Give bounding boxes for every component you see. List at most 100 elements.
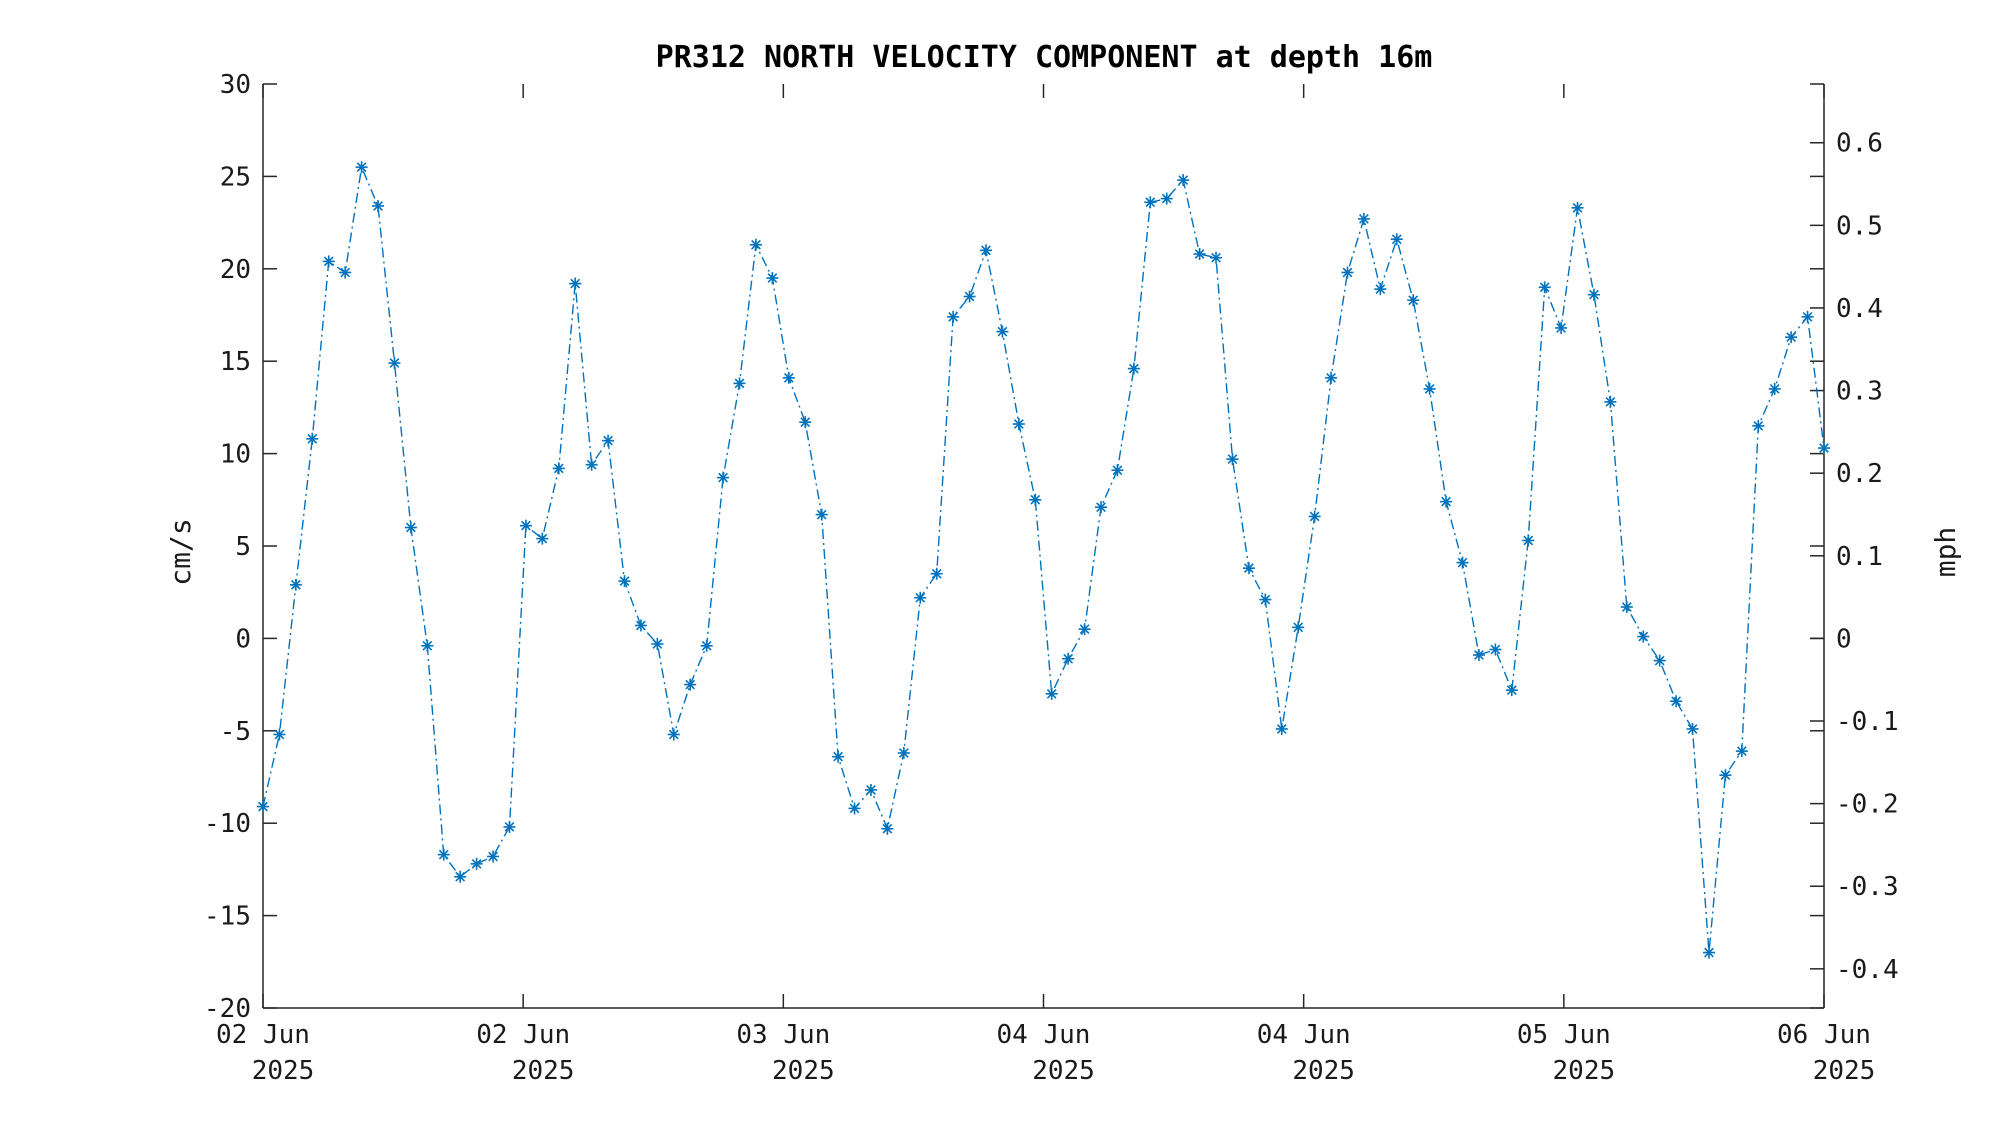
data-point bbox=[1719, 769, 1732, 782]
x-tick-label-year: 2025 bbox=[772, 1056, 835, 1086]
y2-tick-label: 0.6 bbox=[1836, 129, 1883, 159]
y-tick-label: 15 bbox=[220, 347, 251, 377]
data-point bbox=[322, 255, 335, 268]
y-tick-label: -10 bbox=[204, 809, 251, 839]
data-point bbox=[782, 371, 795, 384]
data-point bbox=[1785, 331, 1798, 344]
y2-tick-label: 0.2 bbox=[1836, 459, 1883, 489]
data-point bbox=[1489, 643, 1502, 656]
data-point bbox=[1702, 946, 1715, 959]
axes bbox=[262, 84, 1825, 1009]
data-point bbox=[1111, 464, 1124, 477]
data-point bbox=[470, 857, 483, 870]
data-point bbox=[519, 519, 532, 532]
data-point bbox=[881, 822, 894, 835]
data-point bbox=[1275, 722, 1288, 735]
x-tick-label-day: 02 Jun bbox=[216, 1020, 310, 1050]
data-point bbox=[996, 325, 1009, 338]
data-point bbox=[1653, 654, 1666, 667]
data-point bbox=[306, 432, 319, 445]
data-point bbox=[1144, 196, 1157, 209]
data-point bbox=[766, 272, 779, 285]
y2-axis-label: mph bbox=[1929, 527, 1962, 578]
data-point bbox=[1505, 684, 1518, 697]
y-tick-label: 25 bbox=[220, 162, 251, 192]
data-point bbox=[1357, 212, 1370, 225]
y-tick-label: 5 bbox=[235, 532, 251, 562]
data-point bbox=[815, 508, 828, 521]
data-point bbox=[799, 416, 812, 429]
x-tick-label-year: 2025 bbox=[1813, 1056, 1876, 1086]
data-point bbox=[388, 357, 401, 370]
y-tick-label: 30 bbox=[220, 70, 251, 100]
data-point bbox=[487, 850, 500, 863]
y-tick-label: -20 bbox=[204, 994, 251, 1024]
x-tick-label-day: 03 Jun bbox=[736, 1020, 830, 1050]
data-point bbox=[963, 290, 976, 303]
series-line bbox=[262, 164, 1825, 953]
x-tick-label-day: 05 Jun bbox=[1517, 1020, 1611, 1050]
data-point bbox=[257, 800, 269, 813]
data-point bbox=[1522, 534, 1535, 547]
data-point bbox=[1768, 382, 1781, 395]
data-point bbox=[667, 728, 680, 741]
data-point bbox=[651, 637, 664, 650]
y-tick-label: -5 bbox=[220, 717, 251, 747]
data-point bbox=[1686, 722, 1699, 735]
data-point bbox=[1472, 649, 1485, 662]
y2-tick-label: 0 bbox=[1836, 624, 1852, 654]
y-axis-label: cm/s bbox=[164, 518, 197, 585]
data-point bbox=[421, 639, 434, 652]
data-point bbox=[749, 238, 762, 251]
y2-tick-label: 0.4 bbox=[1836, 294, 1883, 324]
data-point bbox=[355, 161, 368, 174]
data-point bbox=[1127, 362, 1140, 375]
data-point bbox=[1045, 687, 1058, 700]
y2-tick-label: 0.5 bbox=[1836, 211, 1883, 241]
data-point bbox=[1407, 294, 1420, 307]
data-point bbox=[1341, 266, 1354, 279]
data-point bbox=[1292, 621, 1305, 634]
chart-title: PR312 NORTH VELOCITY COMPONENT at depth … bbox=[656, 40, 1433, 75]
data-point bbox=[897, 746, 910, 759]
y2-tick-label: -0.4 bbox=[1836, 955, 1899, 985]
data-point bbox=[947, 310, 960, 323]
plot-area bbox=[257, 161, 1830, 959]
data-point bbox=[437, 848, 450, 861]
y2-tick-label: -0.2 bbox=[1836, 790, 1899, 820]
data-point bbox=[1242, 562, 1255, 575]
data-point bbox=[930, 567, 943, 580]
data-point bbox=[1308, 510, 1321, 523]
data-point bbox=[1226, 453, 1239, 466]
x-tick-label-day: 06 Jun bbox=[1777, 1020, 1871, 1050]
y2-tick-label: 0.1 bbox=[1836, 542, 1883, 572]
data-point bbox=[1259, 593, 1272, 606]
data-point bbox=[618, 575, 631, 588]
data-point bbox=[1193, 248, 1206, 261]
x-tick-label-year: 2025 bbox=[1553, 1056, 1616, 1086]
data-point bbox=[454, 870, 467, 883]
x-tick-label-day: 04 Jun bbox=[997, 1020, 1091, 1050]
x-tick-label-day: 02 Jun bbox=[476, 1020, 570, 1050]
data-point bbox=[585, 458, 598, 471]
data-point bbox=[1012, 418, 1025, 431]
data-point bbox=[684, 678, 697, 691]
data-point bbox=[1456, 556, 1469, 569]
data-point bbox=[1670, 695, 1683, 708]
data-point bbox=[1423, 382, 1436, 395]
data-point bbox=[979, 244, 992, 257]
data-point bbox=[717, 471, 730, 484]
data-point bbox=[914, 591, 927, 604]
data-point bbox=[1095, 501, 1108, 514]
y2-tick-label: -0.3 bbox=[1836, 872, 1899, 902]
data-point bbox=[1571, 201, 1584, 214]
y-tick-label: 0 bbox=[235, 624, 251, 654]
data-point bbox=[1325, 371, 1338, 384]
data-point bbox=[1390, 233, 1403, 246]
data-point bbox=[1374, 283, 1387, 296]
data-point bbox=[503, 820, 516, 833]
data-point bbox=[1440, 495, 1453, 508]
data-point bbox=[289, 578, 302, 591]
